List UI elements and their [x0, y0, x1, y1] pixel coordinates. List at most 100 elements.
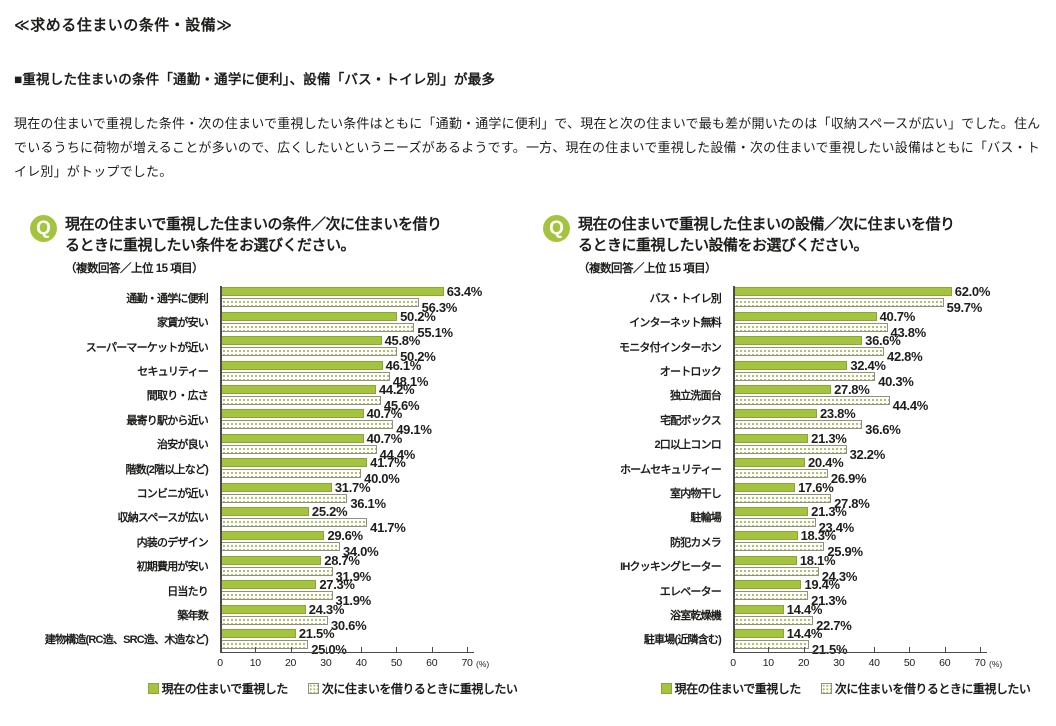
bar-group: 27.3% 31.9%	[220, 578, 467, 607]
value-label-current: 20.4%	[807, 455, 844, 471]
value-label-next: 32.2%	[849, 446, 886, 462]
category-label: 室内物干し	[670, 488, 722, 501]
category-label: セキュリティー	[137, 366, 209, 379]
axis-tick	[361, 646, 363, 653]
value-label-next: 59.7%	[946, 300, 983, 316]
category-label: 2口以上コンロ	[654, 439, 721, 452]
axis-tick	[325, 646, 327, 653]
value-label-current: 24.3%	[308, 601, 345, 617]
chart-header: Q 現在の住まいで重視した住まいの設備／次に住まいを借りるときに重視したい設備を…	[543, 214, 1040, 276]
axis-tick-label: 10	[249, 656, 261, 669]
bar-current: 45.8%	[220, 334, 420, 347]
value-label-current: 45.8%	[384, 333, 421, 349]
axis-tick	[874, 646, 876, 653]
question-text-wrap: 現在の住まいで重視した住まいの設備／次に住まいを借りるときに重視したい設備をお選…	[578, 214, 1040, 276]
value-label-next: 44.4%	[379, 446, 416, 462]
value-label-next: 25.0%	[311, 641, 347, 657]
chart-row: 室内物干し 17.6% 27.8%	[543, 481, 1040, 510]
axis-tick	[290, 646, 292, 653]
question-text-wrap: 現在の住まいで重視した住まいの条件／次に住まいを借りるときに重視したい条件をお選…	[65, 214, 527, 276]
bar-current: 62.0%	[733, 285, 990, 298]
chart-row: オートロック 32.4% 40.3%	[543, 359, 1040, 388]
chart-row: 家賃が安い 50.2% 55.1%	[30, 308, 527, 339]
category-label: 収納スペースが広い	[117, 512, 209, 525]
category-label: 治安が良い	[157, 439, 209, 452]
chart-row: 間取り・広さ 44.2% 45.6%	[30, 383, 527, 412]
legend-item-next: 次に住まいを借りるときに重視したい	[307, 680, 518, 697]
category-label: 宅配ボックス	[660, 414, 722, 427]
legend-swatch-current	[147, 682, 159, 694]
chart-row: IHクッキングヒーター 18.1% 24.3%	[543, 552, 1040, 583]
bar-current: 14.4%	[733, 603, 822, 616]
axis-tick-label: 0	[217, 656, 223, 669]
bar-group: 41.7% 40.0%	[220, 456, 467, 485]
value-label-next: 21.3%	[811, 593, 847, 609]
axis-tick-label: 70	[974, 656, 986, 669]
value-label-current: 29.6%	[327, 528, 363, 544]
axis-tick	[838, 646, 840, 653]
bar-current: 17.6%	[733, 481, 834, 494]
value-label-current: 18.1%	[799, 552, 836, 568]
value-label-next: 40.3%	[878, 373, 914, 389]
chart-row: 最寄り駅から近い 40.7% 49.1%	[30, 407, 527, 436]
legend-item-current: 現在の住まいで重視した	[660, 680, 802, 697]
category-label: 日当たり	[167, 585, 209, 598]
bar-next: 56.3%	[220, 298, 457, 314]
bar-group: 21.5% 25.0%	[220, 627, 467, 656]
bar-next: 27.8%	[733, 493, 870, 510]
bar-next: 26.9%	[733, 469, 867, 485]
page-title: ≪求める住まいの条件・設備≫	[14, 17, 233, 34]
legend-item-current: 現在の住まいで重視した	[147, 680, 288, 697]
value-label-next: 22.7%	[816, 617, 852, 633]
chart-question: 現在の住まいで重視した住まいの設備／次に住まいを借りるときに重視したい設備をお選…	[578, 216, 955, 255]
value-label-next: 27.8%	[834, 495, 870, 511]
bar-current: 31.7%	[220, 481, 371, 494]
bar-group: 14.4% 21.5%	[733, 627, 980, 656]
legend-item-next: 次に住まいを借りるときに重視したい	[820, 680, 1031, 697]
axis-tick	[768, 646, 770, 653]
legend-label-current: 現在の住まいで重視した	[674, 681, 802, 696]
value-label-next: 36.1%	[350, 495, 386, 511]
bar-group: 40.7% 44.4%	[220, 432, 467, 461]
bar-next: 41.7%	[220, 517, 406, 534]
value-label-next: 42.8%	[887, 349, 923, 365]
bar-group: 44.2% 45.6%	[220, 383, 467, 412]
bar-next: 44.4%	[733, 395, 928, 412]
bar-next: 22.7%	[733, 615, 852, 632]
value-label-current: 62.0%	[954, 284, 991, 300]
bar-group: 27.8% 44.4%	[733, 383, 980, 412]
bar-next: 49.1%	[220, 420, 432, 436]
value-label-current: 19.4%	[804, 577, 840, 593]
axis-tick	[980, 646, 981, 653]
value-label-next: 45.6%	[383, 397, 420, 413]
category-label: 内装のデザイン	[136, 536, 209, 549]
chart-row: スーパーマーケットが近い 45.8% 50.2%	[30, 334, 527, 363]
bar-current: 44.2%	[220, 383, 415, 396]
value-label-next: 55.1%	[417, 324, 453, 340]
bar-current: 27.3%	[220, 578, 355, 591]
axis-tick-label: 50	[903, 656, 915, 669]
bar-next: 43.8%	[733, 322, 926, 339]
axis-tick-label: 60	[939, 656, 951, 669]
chart-row: モニタ付インターホン 36.6% 42.8%	[543, 334, 1040, 363]
axis-tick-label: 10	[762, 656, 774, 669]
chart-row: 駐車場(近隣含む) 14.4% 21.5%	[543, 627, 1040, 656]
bar-next: 40.0%	[220, 469, 400, 485]
bar-group: 18.3% 25.9%	[733, 529, 980, 558]
chart-question: 現在の住まいで重視した住まいの条件／次に住まいを借りるときに重視したい条件をお選…	[65, 216, 442, 255]
chart-row: 駐輪場 21.3% 23.4%	[543, 505, 1040, 534]
bar-next: 36.1%	[220, 493, 386, 510]
value-label-current: 21.3%	[811, 430, 847, 446]
value-label-next: 24.3%	[821, 568, 858, 584]
bar-current: 21.5%	[220, 627, 335, 640]
chart-row: 治安が良い 40.7% 44.4%	[30, 432, 527, 461]
chart-row: 防犯カメラ 18.3% 25.9%	[543, 529, 1040, 558]
chart-note: （複数回答／上位 15 項目）	[578, 262, 717, 275]
value-label-current: 50.2%	[400, 308, 436, 324]
chart-row: 日当たり 27.3% 31.9%	[30, 578, 527, 607]
chart-row: 独立洗面台 27.8% 44.4%	[543, 383, 1040, 412]
value-label-current: 63.4%	[446, 284, 483, 300]
bar-next: 55.1%	[220, 322, 453, 339]
bar-next: 24.3%	[733, 566, 857, 583]
chart-row: コンビニが近い 31.7% 36.1%	[30, 481, 527, 510]
